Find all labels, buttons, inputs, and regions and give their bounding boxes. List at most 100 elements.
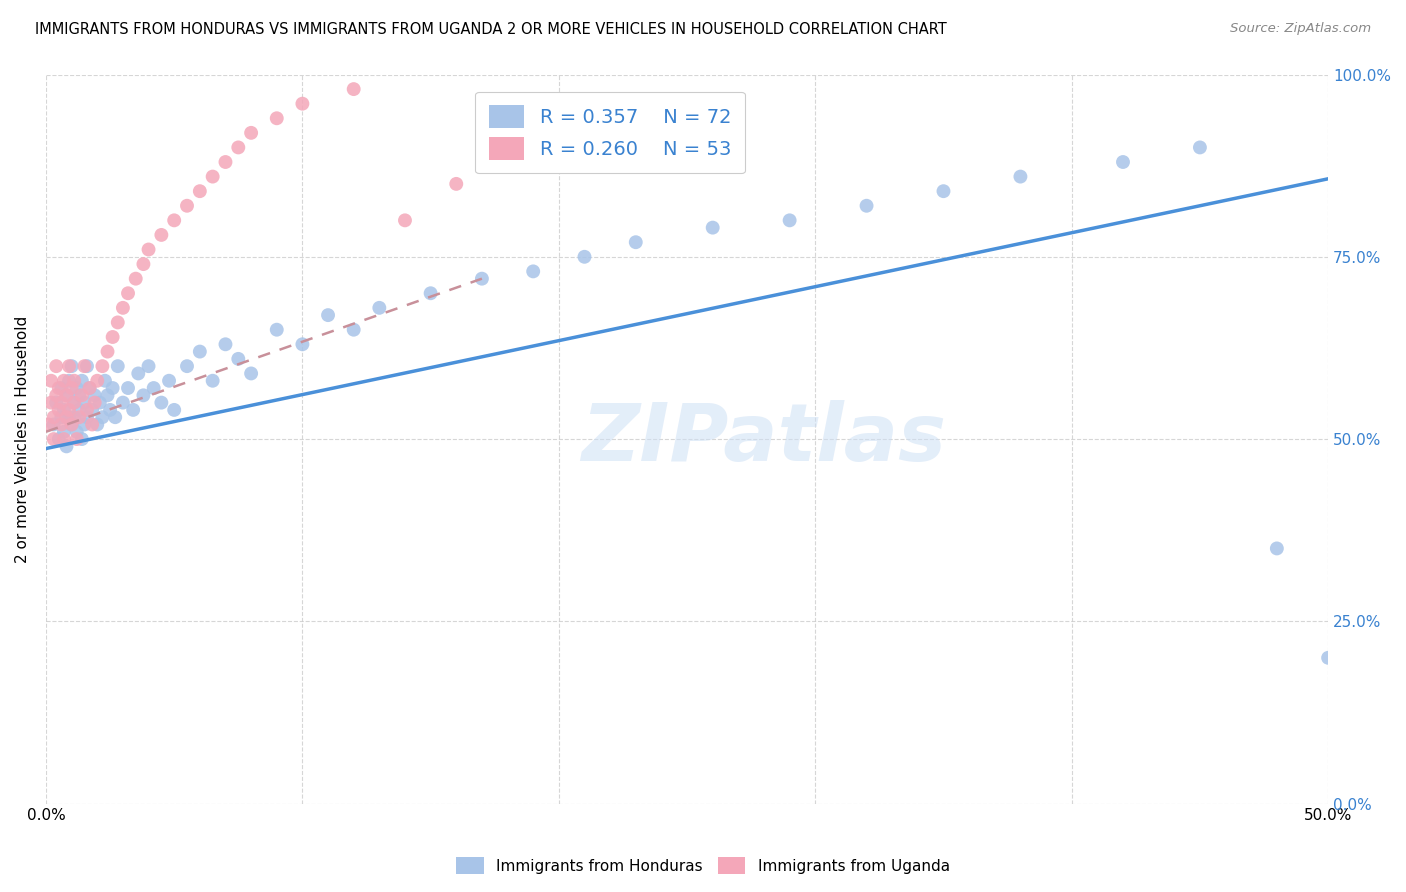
Point	[266, 323, 288, 337]
Point	[266, 112, 288, 126]
Point	[91, 410, 114, 425]
Point	[91, 359, 114, 373]
Point	[150, 227, 173, 242]
Point	[94, 374, 117, 388]
Point	[73, 395, 96, 409]
Point	[122, 403, 145, 417]
Point	[291, 337, 314, 351]
Point	[201, 374, 224, 388]
Point	[58, 410, 80, 425]
Point	[38, 417, 60, 432]
Point	[86, 417, 108, 432]
Legend: R = 0.357    N = 72, R = 0.260    N = 53: R = 0.357 N = 72, R = 0.260 N = 53	[475, 92, 745, 173]
Point	[702, 220, 724, 235]
Text: ZIPatlas: ZIPatlas	[582, 401, 946, 478]
Point	[214, 155, 236, 169]
Point	[55, 388, 77, 402]
Point	[419, 286, 441, 301]
Point	[63, 395, 86, 409]
Point	[101, 381, 124, 395]
Point	[55, 410, 77, 425]
Point	[58, 374, 80, 388]
Legend: Immigrants from Honduras, Immigrants from Uganda: Immigrants from Honduras, Immigrants fro…	[450, 851, 956, 880]
Point	[117, 381, 139, 395]
Point	[176, 359, 198, 373]
Point	[394, 213, 416, 227]
Point	[52, 374, 75, 388]
Point	[1188, 140, 1211, 154]
Point	[188, 184, 211, 198]
Point	[125, 271, 148, 285]
Point	[67, 388, 90, 402]
Point	[70, 388, 93, 402]
Point	[63, 410, 86, 425]
Text: Source: ZipAtlas.com: Source: ZipAtlas.com	[1230, 22, 1371, 36]
Point	[226, 351, 249, 366]
Point	[67, 403, 90, 417]
Point	[104, 410, 127, 425]
Point	[574, 250, 596, 264]
Point	[83, 388, 105, 402]
Point	[1265, 541, 1288, 556]
Point	[51, 410, 73, 425]
Point	[66, 425, 89, 439]
Point	[522, 264, 544, 278]
Point	[82, 417, 104, 432]
Point	[446, 177, 468, 191]
Point	[214, 337, 236, 351]
Point	[1317, 650, 1340, 665]
Point	[73, 359, 96, 373]
Point	[83, 395, 105, 409]
Point	[48, 403, 70, 417]
Point	[60, 417, 83, 432]
Point	[60, 359, 83, 373]
Point	[471, 271, 494, 285]
Point	[316, 308, 339, 322]
Point	[70, 432, 93, 446]
Point	[76, 410, 98, 425]
Point	[79, 381, 101, 395]
Point	[111, 395, 134, 409]
Point	[58, 403, 80, 417]
Point	[73, 417, 96, 432]
Point	[48, 381, 70, 395]
Point	[39, 395, 62, 409]
Point	[52, 432, 75, 446]
Point	[676, 140, 699, 154]
Point	[107, 359, 129, 373]
Point	[201, 169, 224, 184]
Point	[52, 403, 75, 417]
Point	[188, 344, 211, 359]
Point	[117, 286, 139, 301]
Point	[142, 381, 165, 395]
Point	[1112, 155, 1135, 169]
Point	[1010, 169, 1032, 184]
Point	[42, 432, 65, 446]
Point	[101, 330, 124, 344]
Point	[55, 439, 77, 453]
Point	[779, 213, 801, 227]
Point	[60, 417, 83, 432]
Point	[150, 395, 173, 409]
Point	[240, 367, 263, 381]
Point	[932, 184, 955, 198]
Point	[51, 417, 73, 432]
Point	[89, 395, 111, 409]
Point	[157, 374, 180, 388]
Point	[63, 395, 86, 409]
Point	[70, 374, 93, 388]
Point	[45, 359, 67, 373]
Point	[111, 301, 134, 315]
Point	[58, 359, 80, 373]
Point	[51, 395, 73, 409]
Point	[138, 359, 160, 373]
Point	[42, 410, 65, 425]
Point	[66, 432, 89, 446]
Point	[76, 359, 98, 373]
Point	[67, 410, 90, 425]
Point	[624, 235, 647, 250]
Point	[107, 315, 129, 329]
Point	[82, 403, 104, 417]
Point	[368, 301, 391, 315]
Point	[79, 381, 101, 395]
